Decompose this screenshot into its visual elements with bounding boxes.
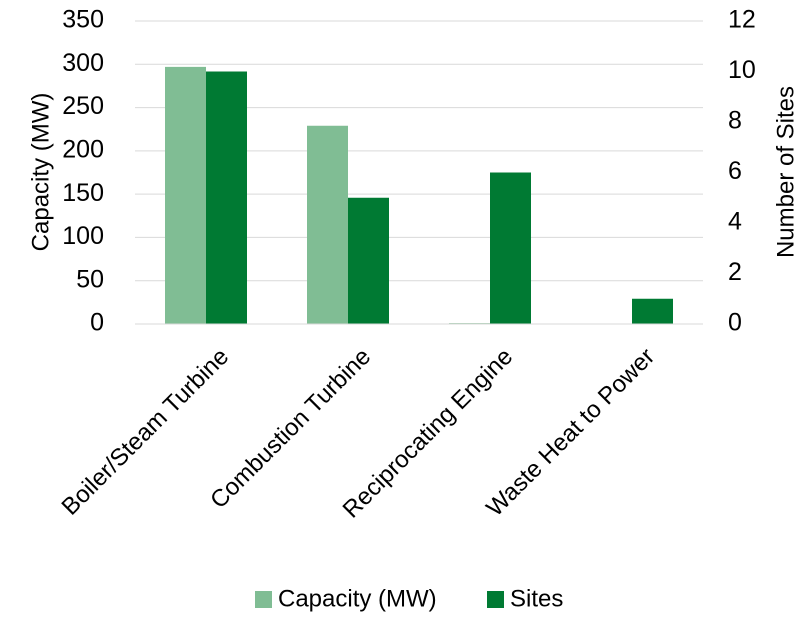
legend-swatch bbox=[487, 591, 504, 608]
right-axis-ticks: 0 2 4 6 8 10 12 bbox=[728, 6, 756, 337]
capacity-bar bbox=[165, 66, 206, 324]
legend-label: Sites bbox=[510, 585, 563, 612]
right-tick-label: 2 bbox=[728, 258, 742, 286]
right-tick-label: 8 bbox=[728, 107, 742, 135]
sites-bar bbox=[206, 71, 247, 324]
sites-bar bbox=[632, 298, 673, 324]
left-tick-label: 150 bbox=[62, 179, 104, 207]
left-tick-label: 300 bbox=[62, 49, 104, 77]
right-tick-label: 6 bbox=[728, 157, 742, 185]
legend-swatch bbox=[255, 591, 272, 608]
left-tick-label: 50 bbox=[76, 265, 104, 293]
left-axis-ticks: 0 50 100 150 200 250 300 350 bbox=[62, 6, 104, 337]
left-tick-label: 200 bbox=[62, 135, 104, 163]
right-tick-label: 12 bbox=[728, 6, 756, 34]
bars bbox=[165, 66, 673, 324]
right-axis-title: Number of Sites bbox=[772, 86, 799, 258]
left-tick-label: 350 bbox=[62, 6, 104, 34]
category-label: Combustion Turbine bbox=[205, 343, 376, 514]
right-tick-label: 0 bbox=[728, 309, 742, 337]
sites-bar bbox=[490, 172, 531, 324]
left-axis-title: Capacity (MW) bbox=[27, 93, 54, 252]
legend: Capacity (MW) Sites bbox=[255, 585, 563, 612]
sites-bar bbox=[348, 197, 389, 324]
left-tick-label: 250 bbox=[62, 92, 104, 120]
right-tick-label: 4 bbox=[728, 208, 742, 236]
legend-label: Capacity (MW) bbox=[278, 585, 437, 612]
left-tick-label: 0 bbox=[90, 309, 104, 337]
left-tick-label: 100 bbox=[62, 222, 104, 250]
capacity-bar bbox=[307, 125, 348, 324]
right-tick-label: 10 bbox=[728, 56, 756, 84]
